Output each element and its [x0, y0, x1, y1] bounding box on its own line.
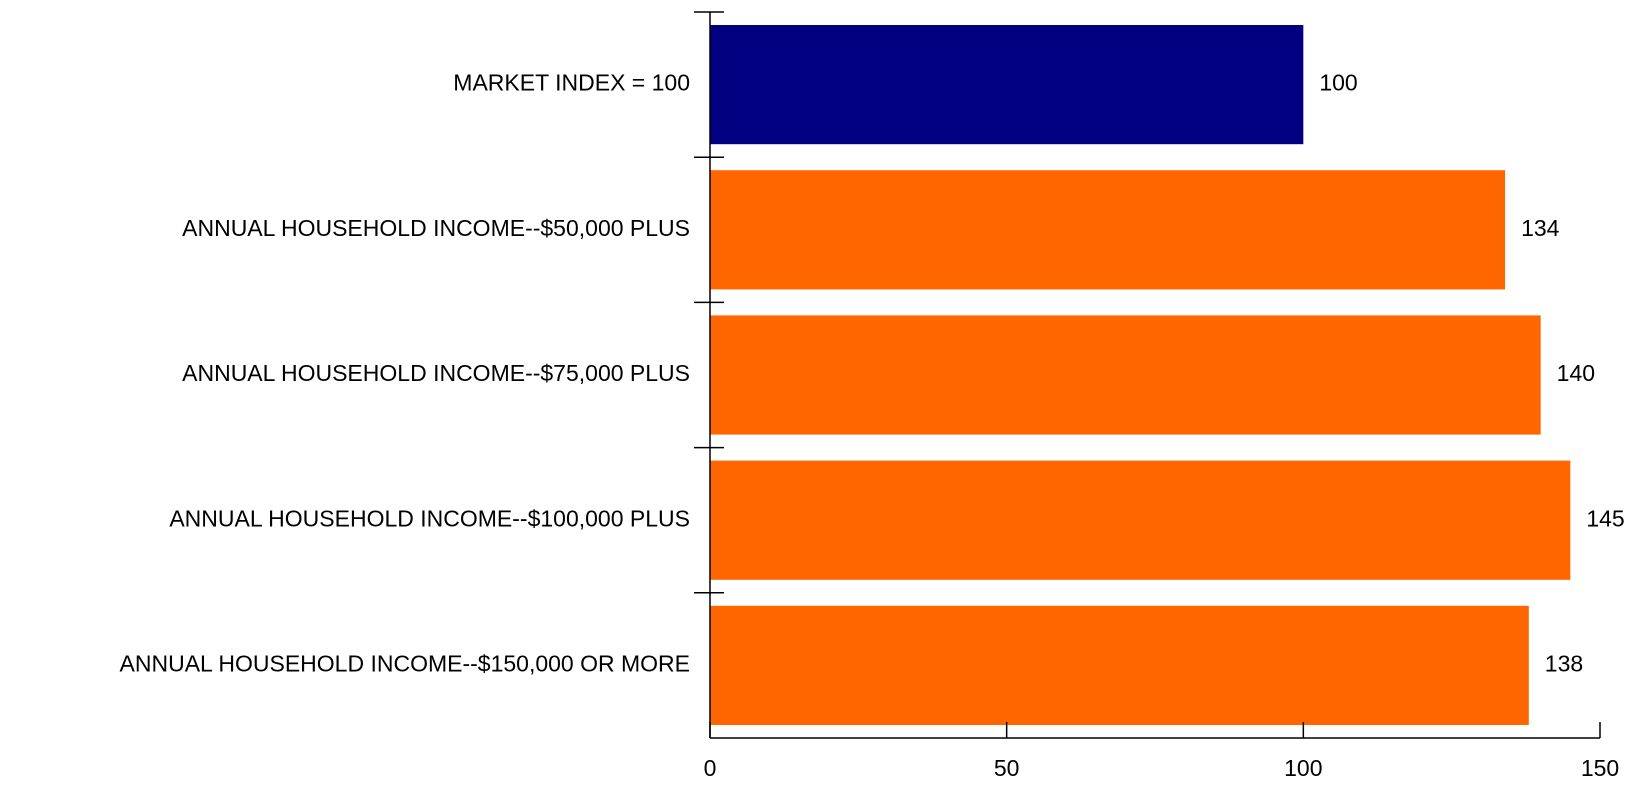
category-label-1: ANNUAL HOUSEHOLD INCOME--$50,000 PLUS	[182, 215, 690, 241]
bars-group	[710, 25, 1571, 725]
value-label-2: 140	[1557, 360, 1595, 386]
value-label-4: 138	[1545, 650, 1583, 676]
x-tick-label-0: 0	[704, 755, 717, 781]
bar-4	[710, 605, 1529, 725]
axes-group	[709, 12, 1600, 739]
value-label-1: 134	[1521, 215, 1560, 241]
bar-1	[710, 170, 1506, 290]
bar-2	[710, 315, 1541, 435]
category-label-3: ANNUAL HOUSEHOLD INCOME--$100,000 PLUS	[169, 505, 690, 531]
category-label-2: ANNUAL HOUSEHOLD INCOME--$75,000 PLUS	[182, 360, 690, 386]
category-label-4: ANNUAL HOUSEHOLD INCOME--$150,000 OR MOR…	[120, 650, 690, 676]
bar-3	[710, 460, 1571, 580]
bar-0	[710, 25, 1304, 145]
value-label-3: 145	[1586, 505, 1624, 531]
category-label-0: MARKET INDEX = 100	[453, 70, 690, 96]
x-tick-label-3: 150	[1581, 755, 1619, 781]
category-labels-group: MARKET INDEX = 100 ANNUAL HOUSEHOLD INCOM…	[120, 70, 690, 677]
value-labels-group: 100 134 140 145 138	[1319, 70, 1624, 677]
x-tick-label-1: 50	[994, 755, 1020, 781]
value-label-0: 100	[1319, 70, 1357, 96]
x-tick-label-2: 100	[1284, 755, 1322, 781]
x-ticks-group: 0 50 100 150	[694, 11, 1619, 781]
